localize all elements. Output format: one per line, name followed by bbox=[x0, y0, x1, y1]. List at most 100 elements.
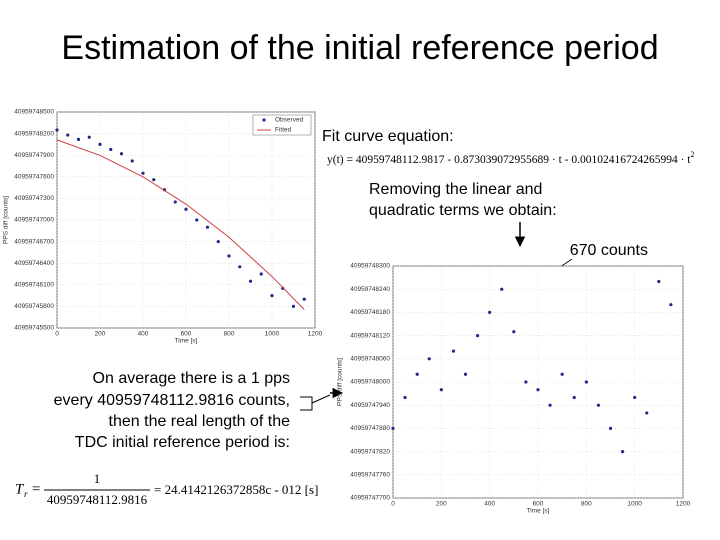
y-tick-label: 40959748300 bbox=[350, 263, 390, 270]
legend-label: Fitted bbox=[275, 127, 292, 134]
data-point bbox=[608, 426, 613, 430]
data-point bbox=[130, 159, 134, 163]
data-point bbox=[596, 403, 601, 407]
data-point bbox=[141, 171, 145, 175]
y-tick-label: 40959747760 bbox=[350, 472, 390, 479]
data-point bbox=[391, 426, 395, 430]
x-tick-label: 800 bbox=[224, 331, 235, 338]
data-point bbox=[403, 395, 407, 400]
data-point bbox=[302, 297, 306, 301]
data-point bbox=[463, 372, 468, 376]
data-point bbox=[620, 450, 625, 454]
data-point bbox=[238, 265, 242, 269]
y-tick-label: 40959747700 bbox=[350, 495, 390, 502]
x-tick-label: 1200 bbox=[308, 331, 323, 338]
data-point bbox=[248, 279, 253, 283]
data-point bbox=[270, 294, 274, 298]
x-tick-label: 200 bbox=[436, 501, 447, 508]
period-sub: r bbox=[24, 489, 28, 499]
removing-line: quadratic terms we obtain: bbox=[369, 202, 557, 219]
data-point bbox=[536, 388, 540, 392]
fit-equation: y(t) = 40959748112.9817 - 0.873039072955… bbox=[327, 150, 695, 166]
data-point bbox=[524, 380, 528, 384]
legend-label: Observed bbox=[275, 117, 304, 124]
y-tick-label: 40959745800 bbox=[14, 303, 54, 310]
data-point bbox=[205, 225, 210, 229]
data-point bbox=[216, 240, 220, 244]
period-num: 1 bbox=[94, 471, 101, 486]
x-tick-label: 800 bbox=[581, 501, 592, 508]
y-tick-label: 40959748180 bbox=[350, 309, 390, 316]
x-tick-label: 0 bbox=[55, 331, 59, 338]
average-line: TDC initial reference period is: bbox=[75, 434, 290, 451]
y-tick-label: 40959747900 bbox=[14, 152, 54, 159]
removing-line: Removing the linear and bbox=[369, 181, 542, 198]
data-point bbox=[560, 372, 564, 376]
data-point bbox=[548, 403, 552, 407]
y-tick-label: 40959748000 bbox=[350, 379, 390, 386]
data-point bbox=[152, 178, 156, 182]
data-point bbox=[633, 395, 637, 400]
y-tick-label: 40959747820 bbox=[350, 448, 390, 455]
x-tick-label: 400 bbox=[138, 331, 149, 338]
x-axis-label: Time [s] bbox=[175, 338, 198, 345]
data-point bbox=[119, 152, 124, 156]
average-line: then the real length of the bbox=[109, 413, 291, 430]
x-tick-label: 1000 bbox=[265, 331, 280, 338]
y-tick-label: 40959747000 bbox=[14, 217, 54, 224]
data-point bbox=[281, 286, 285, 290]
y-tick-label: 40959747880 bbox=[350, 425, 390, 432]
data-point bbox=[227, 254, 231, 258]
data-point bbox=[657, 279, 661, 284]
x-tick-label: 1200 bbox=[676, 501, 691, 508]
period-symbol: T bbox=[15, 481, 25, 497]
fit-equation-body: y(t) = 40959748112.9817 - 0.873039072955… bbox=[327, 154, 691, 166]
x-tick-label: 400 bbox=[484, 501, 495, 508]
data-point bbox=[415, 372, 419, 376]
y-tick-label: 40959748120 bbox=[350, 332, 390, 339]
data-point bbox=[500, 287, 504, 291]
data-point bbox=[195, 218, 199, 222]
y-tick-label: 40959745500 bbox=[14, 325, 54, 332]
data-point bbox=[259, 272, 263, 276]
y-tick-label: 40959748240 bbox=[350, 286, 390, 293]
y-tick-label: 40959748060 bbox=[350, 356, 390, 363]
x-axis-label: Time [s] bbox=[527, 508, 550, 515]
data-point bbox=[98, 142, 102, 146]
data-point bbox=[451, 349, 456, 353]
data-point bbox=[55, 128, 59, 132]
fit-exponent: 2 bbox=[691, 150, 695, 159]
data-point bbox=[76, 137, 81, 141]
x-tick-label: 600 bbox=[533, 501, 544, 508]
data-point bbox=[584, 380, 588, 384]
data-point bbox=[475, 334, 480, 338]
data-point bbox=[291, 304, 296, 308]
x-tick-label: 600 bbox=[181, 331, 192, 338]
y-tick-label: 40959748500 bbox=[14, 109, 54, 116]
slide-title: Estimation of the initial reference peri… bbox=[61, 29, 658, 67]
average-line: On average there is a 1 pps bbox=[93, 370, 290, 387]
period-den: 40959748112.9816 bbox=[47, 492, 148, 507]
data-point bbox=[184, 207, 188, 211]
data-point bbox=[669, 303, 673, 307]
fit-label: Fit curve equation: bbox=[322, 128, 454, 145]
fitted-line bbox=[56, 139, 305, 310]
y-tick-label: 40959747600 bbox=[14, 174, 54, 181]
data-point bbox=[439, 388, 443, 392]
data-point bbox=[173, 200, 177, 204]
data-point bbox=[87, 135, 91, 139]
x-tick-label: 1000 bbox=[627, 501, 642, 508]
data-point bbox=[66, 133, 70, 137]
period-formula: T r = 1 40959748112.9816 = 24.4142126372… bbox=[15, 471, 318, 507]
counts-label: 670 counts bbox=[570, 242, 648, 259]
data-point bbox=[572, 395, 576, 400]
y-tick-label: 40959747940 bbox=[350, 402, 390, 409]
y-axis-label: PPS diff [counts] bbox=[337, 358, 344, 406]
data-point bbox=[488, 310, 492, 314]
period-eq: = bbox=[32, 481, 40, 497]
y-tick-label: 40959747300 bbox=[14, 195, 54, 202]
data-point bbox=[645, 411, 649, 415]
x-tick-label: 0 bbox=[391, 501, 395, 508]
legend-swatch bbox=[262, 118, 266, 122]
